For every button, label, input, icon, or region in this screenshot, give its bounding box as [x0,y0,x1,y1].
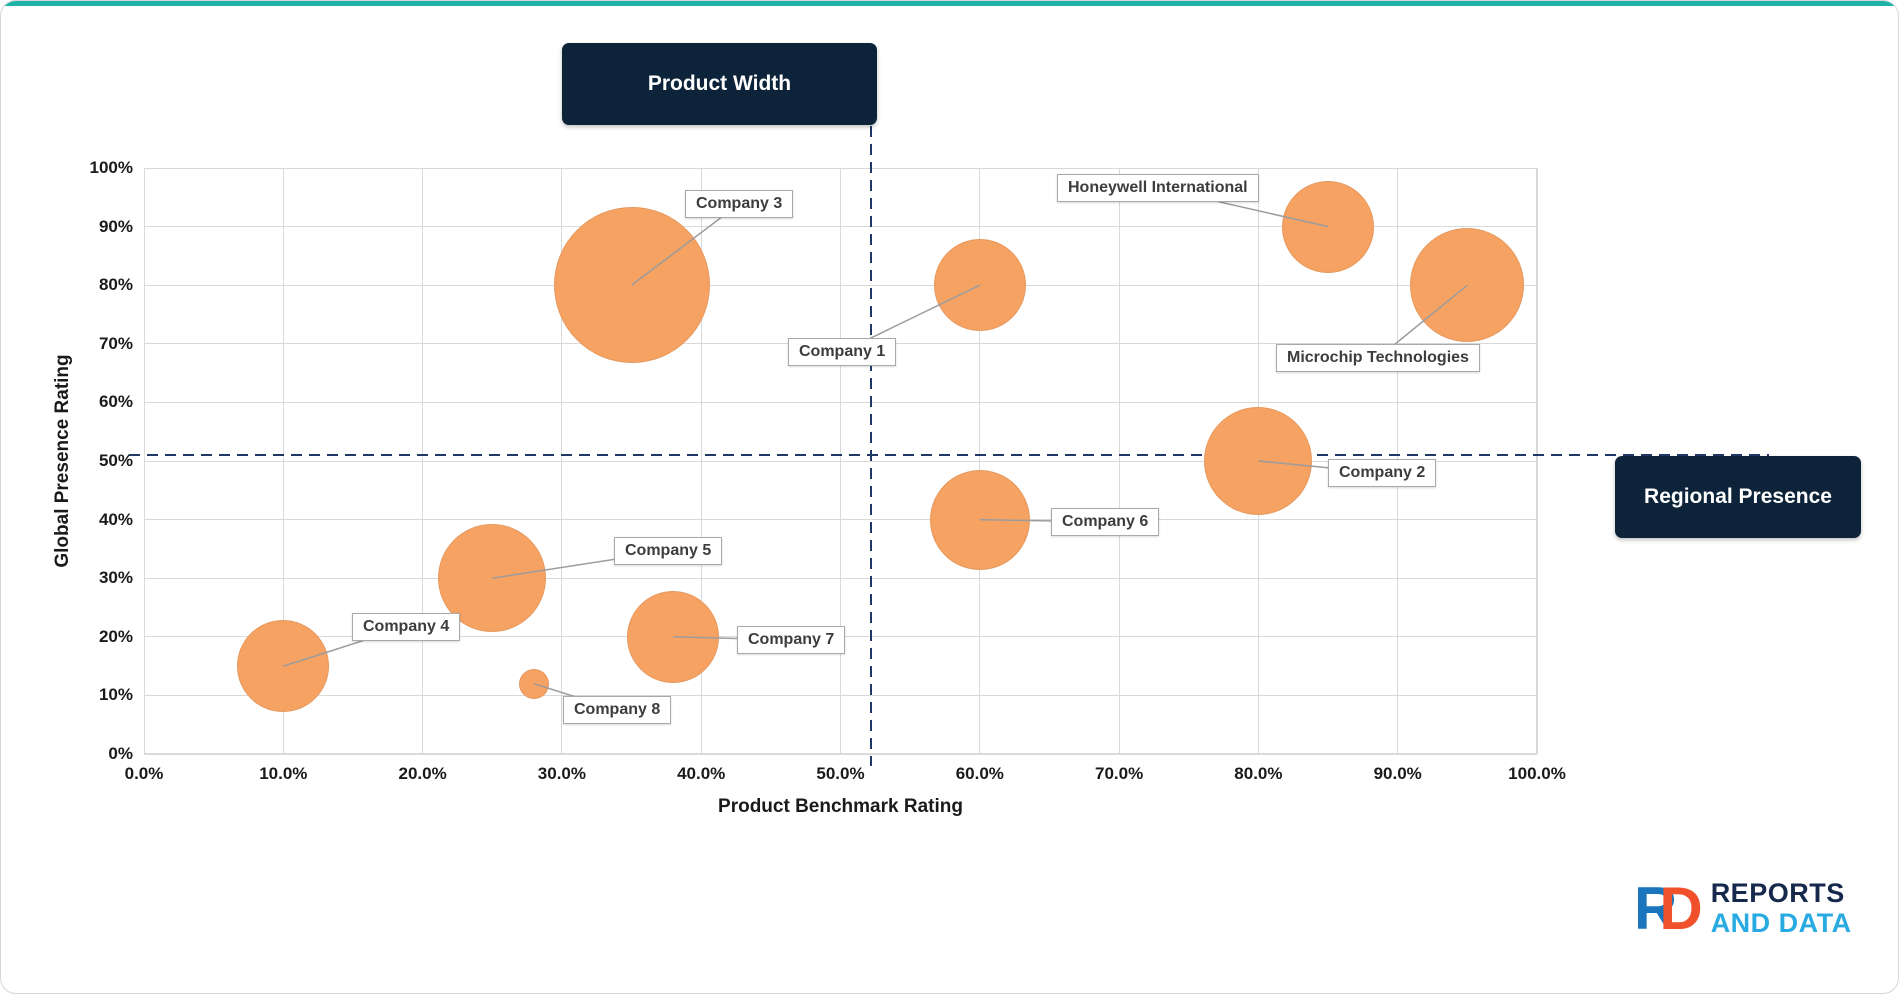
x-axis-title: Product Benchmark Rating [718,796,963,817]
y-gridline-10 [144,694,1537,696]
point-label-company-6: Company 6 [1051,508,1160,536]
bubble-company-6 [929,469,1030,570]
logo-letter-r: R [1634,875,1677,942]
y-tick-label-70: 70% [98,333,133,353]
point-label-company-2: Company 2 [1328,459,1437,487]
logo-letter-d: D [1659,875,1702,942]
x-tick-label-20: 20.0% [398,764,447,783]
y-gridline-0 [144,753,1537,755]
y-tick-label-10: 10% [98,685,133,705]
point-label-company-3: Company 3 [685,190,794,218]
bubble-honeywell-international [1282,180,1375,273]
point-label-company-1: Company 1 [788,338,897,366]
x-tick-label-40: 40.0% [677,764,726,783]
y-gridline-80 [144,284,1537,286]
product-width-annotation: Product Width [562,43,877,125]
logo-text-and-data: AND DATA [1710,908,1852,938]
bubble-company-2 [1204,407,1313,515]
y-gridline-60 [144,401,1537,403]
bubble-microchip-technologies [1410,228,1525,343]
x-gridline-100 [1536,168,1538,754]
x-tick-label-90: 90.0% [1373,764,1422,783]
y-gridline-50 [144,460,1537,462]
y-gridline-90 [144,226,1537,228]
y-tick-label-50: 50% [98,451,133,470]
y-tick-label-80: 80% [98,275,133,295]
point-label-company-7: Company 7 [737,626,846,654]
bubble-company-3 [553,207,710,364]
top-accent-bar [1,1,1898,6]
reports-and-data-logo: RD REPORTS AND DATA [1634,879,1852,939]
x-tick-label-10: 10.0% [259,764,308,783]
y-tick-label-100: 100% [89,158,133,177]
y-tick-label-0: 0% [108,744,133,763]
x-tick-label-60: 60.0% [955,764,1004,783]
point-label-company-5: Company 5 [614,537,723,565]
logo-text: REPORTS AND DATA [1711,879,1852,938]
x-tick-label-0: 0.0% [124,764,164,783]
y-tick-label-90: 90% [98,216,133,236]
x-tick-label-100: 100.0% [1508,764,1566,783]
y-tick-label-20: 20% [98,626,133,646]
rd-logo-mark: RD [1634,879,1703,939]
point-label-company-8: Company 8 [563,696,672,724]
y-gridline-40 [144,519,1537,521]
y-tick-label-60: 60% [98,392,133,412]
x-tick-label-50: 50.0% [816,764,865,783]
bubble-company-4 [237,620,330,713]
regional-presence-annotation: Regional Presence [1615,456,1861,538]
logo-text-reports: REPORTS [1710,878,1845,909]
bubble-company-8 [519,668,550,699]
point-label-honeywell-international: Honeywell International [1057,174,1259,202]
y-tick-label-30: 30% [98,568,133,588]
bubble-company-1 [933,239,1026,332]
horizontal-quadrant-line [129,453,1769,457]
y-gridline-100 [144,167,1537,169]
bubble-company-7 [627,590,720,683]
x-tick-label-70: 70.0% [1094,764,1144,783]
y-gridline-30 [144,577,1537,579]
y-tick-label-40: 40% [98,509,133,529]
point-label-company-4: Company 4 [352,613,461,641]
vertical-quadrant-line [869,126,873,766]
point-label-microchip-technologies: Microchip Technologies [1276,344,1480,372]
x-tick-label-80: 80.0% [1234,764,1283,783]
x-tick-label-30: 30.0% [537,764,586,783]
